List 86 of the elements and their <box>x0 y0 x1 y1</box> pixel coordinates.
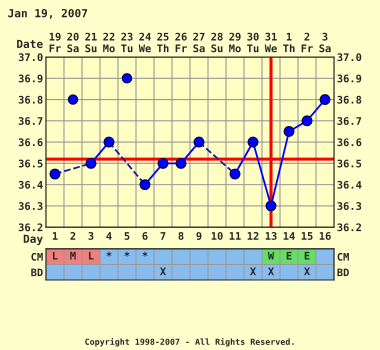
y2-tick-label: 37.0 <box>337 53 362 62</box>
y2-tick-label: 36.8 <box>337 96 362 104</box>
x-tick-label: 2 Fr <box>302 32 313 52</box>
x-tick-label: 1 Th <box>283 32 294 52</box>
x-tick-label: 19 Fr <box>50 32 61 52</box>
text: L <box>52 252 58 260</box>
point <box>176 158 186 169</box>
y-tick-label: 37.0 <box>18 53 43 62</box>
text: W <box>268 252 274 260</box>
x-tick-label: 9 <box>196 232 202 240</box>
text: Copyright 1998-2007 - All Rights Reserved. <box>85 338 294 346</box>
point <box>50 168 60 180</box>
x-tick-label: 2 <box>70 232 76 240</box>
y2-tick-label: 36.3 <box>337 202 362 210</box>
x-tick-label: 25 Th <box>157 32 169 52</box>
y2-tick-label: 36.7 <box>337 117 362 125</box>
x-tick-label: 28 Su <box>211 32 223 52</box>
point <box>230 168 240 180</box>
text: X <box>268 267 274 276</box>
y2-tick-label: 36.9 <box>337 74 362 82</box>
text: X <box>304 267 310 276</box>
y2-tick-label: 36.5 <box>337 160 362 168</box>
y2-tick-label: 36.2 <box>337 223 362 232</box>
x-tick-label: 30 Tu <box>247 32 259 52</box>
x-tick-label: 12 <box>248 232 258 240</box>
x-tick-label: 6 <box>142 232 148 240</box>
x-tick-label: 26 Fr <box>175 32 187 52</box>
x-tick-label: 27 Sa <box>193 32 205 52</box>
y-tick-label: 36.7 <box>18 117 42 125</box>
point <box>104 136 114 148</box>
point <box>248 136 258 148</box>
x-tick-label: 3 <box>88 232 94 240</box>
x-tick-label: 8 <box>178 232 184 240</box>
x-tick-label: 7 <box>160 232 166 240</box>
y-tick-label: 36.4 <box>18 180 43 189</box>
y2-tick-label: BD <box>337 268 349 276</box>
point <box>284 126 294 137</box>
x-tick-label: 5 <box>124 232 130 240</box>
x-tick-label: 15 <box>302 232 313 240</box>
x-tick-label: 14 <box>284 232 295 240</box>
x-tick-label: 20 Sa <box>67 32 79 52</box>
x-tick-label: 22 Mo <box>103 32 115 52</box>
point <box>194 136 204 148</box>
point <box>86 158 96 169</box>
text: X <box>160 267 166 276</box>
x-tick-label: 10 <box>212 232 223 240</box>
point <box>122 73 132 84</box>
point <box>158 158 168 169</box>
y-tick-label: 36.2 <box>18 223 42 232</box>
point <box>68 94 78 105</box>
x-tick-label: 3 Sa <box>319 32 331 52</box>
x-tick-label: 21 Su <box>85 32 97 52</box>
text: L <box>88 252 94 260</box>
chart-title: Jan 19, 2007 <box>8 8 88 19</box>
point <box>302 115 312 126</box>
text: E <box>304 252 310 260</box>
x-tick-label: 1 <box>52 232 58 240</box>
y-tick-label: CM <box>31 252 43 261</box>
x-tick-label: 13 <box>266 232 277 240</box>
y2-tick-label: 36.4 <box>337 180 362 189</box>
text: X <box>250 267 256 276</box>
x-tick-label: 24 We <box>138 32 151 52</box>
point <box>266 200 276 212</box>
text: M <box>70 252 76 260</box>
x-tick-label: 4 <box>106 232 112 240</box>
y2-tick-label: 36.6 <box>337 138 362 146</box>
y-tick-label: BD <box>31 268 43 276</box>
y-tick-label: 36.8 <box>18 96 43 104</box>
text: * <box>106 252 112 257</box>
text: * <box>124 252 130 257</box>
text: E <box>286 252 292 260</box>
y-tick-label: 36.5 <box>18 160 42 168</box>
y-tick-label: 36.6 <box>18 138 43 146</box>
x-axis-title: Date <box>17 40 43 48</box>
point <box>140 179 150 190</box>
point <box>320 94 330 105</box>
x-tick-label: 23 Tu <box>121 32 133 52</box>
x-tick-label: 16 <box>320 232 331 240</box>
y2-tick-label: CM <box>338 252 349 261</box>
x-axis-title: Day <box>24 234 43 246</box>
x-tick-label: 31 We <box>264 32 277 52</box>
y-tick-label: 36.9 <box>18 74 43 82</box>
x-tick-label: 29 Mo <box>229 32 241 52</box>
text: * <box>142 252 148 257</box>
x-tick-label: 11 <box>230 232 241 240</box>
y-tick-label: 36.3 <box>18 202 43 210</box>
